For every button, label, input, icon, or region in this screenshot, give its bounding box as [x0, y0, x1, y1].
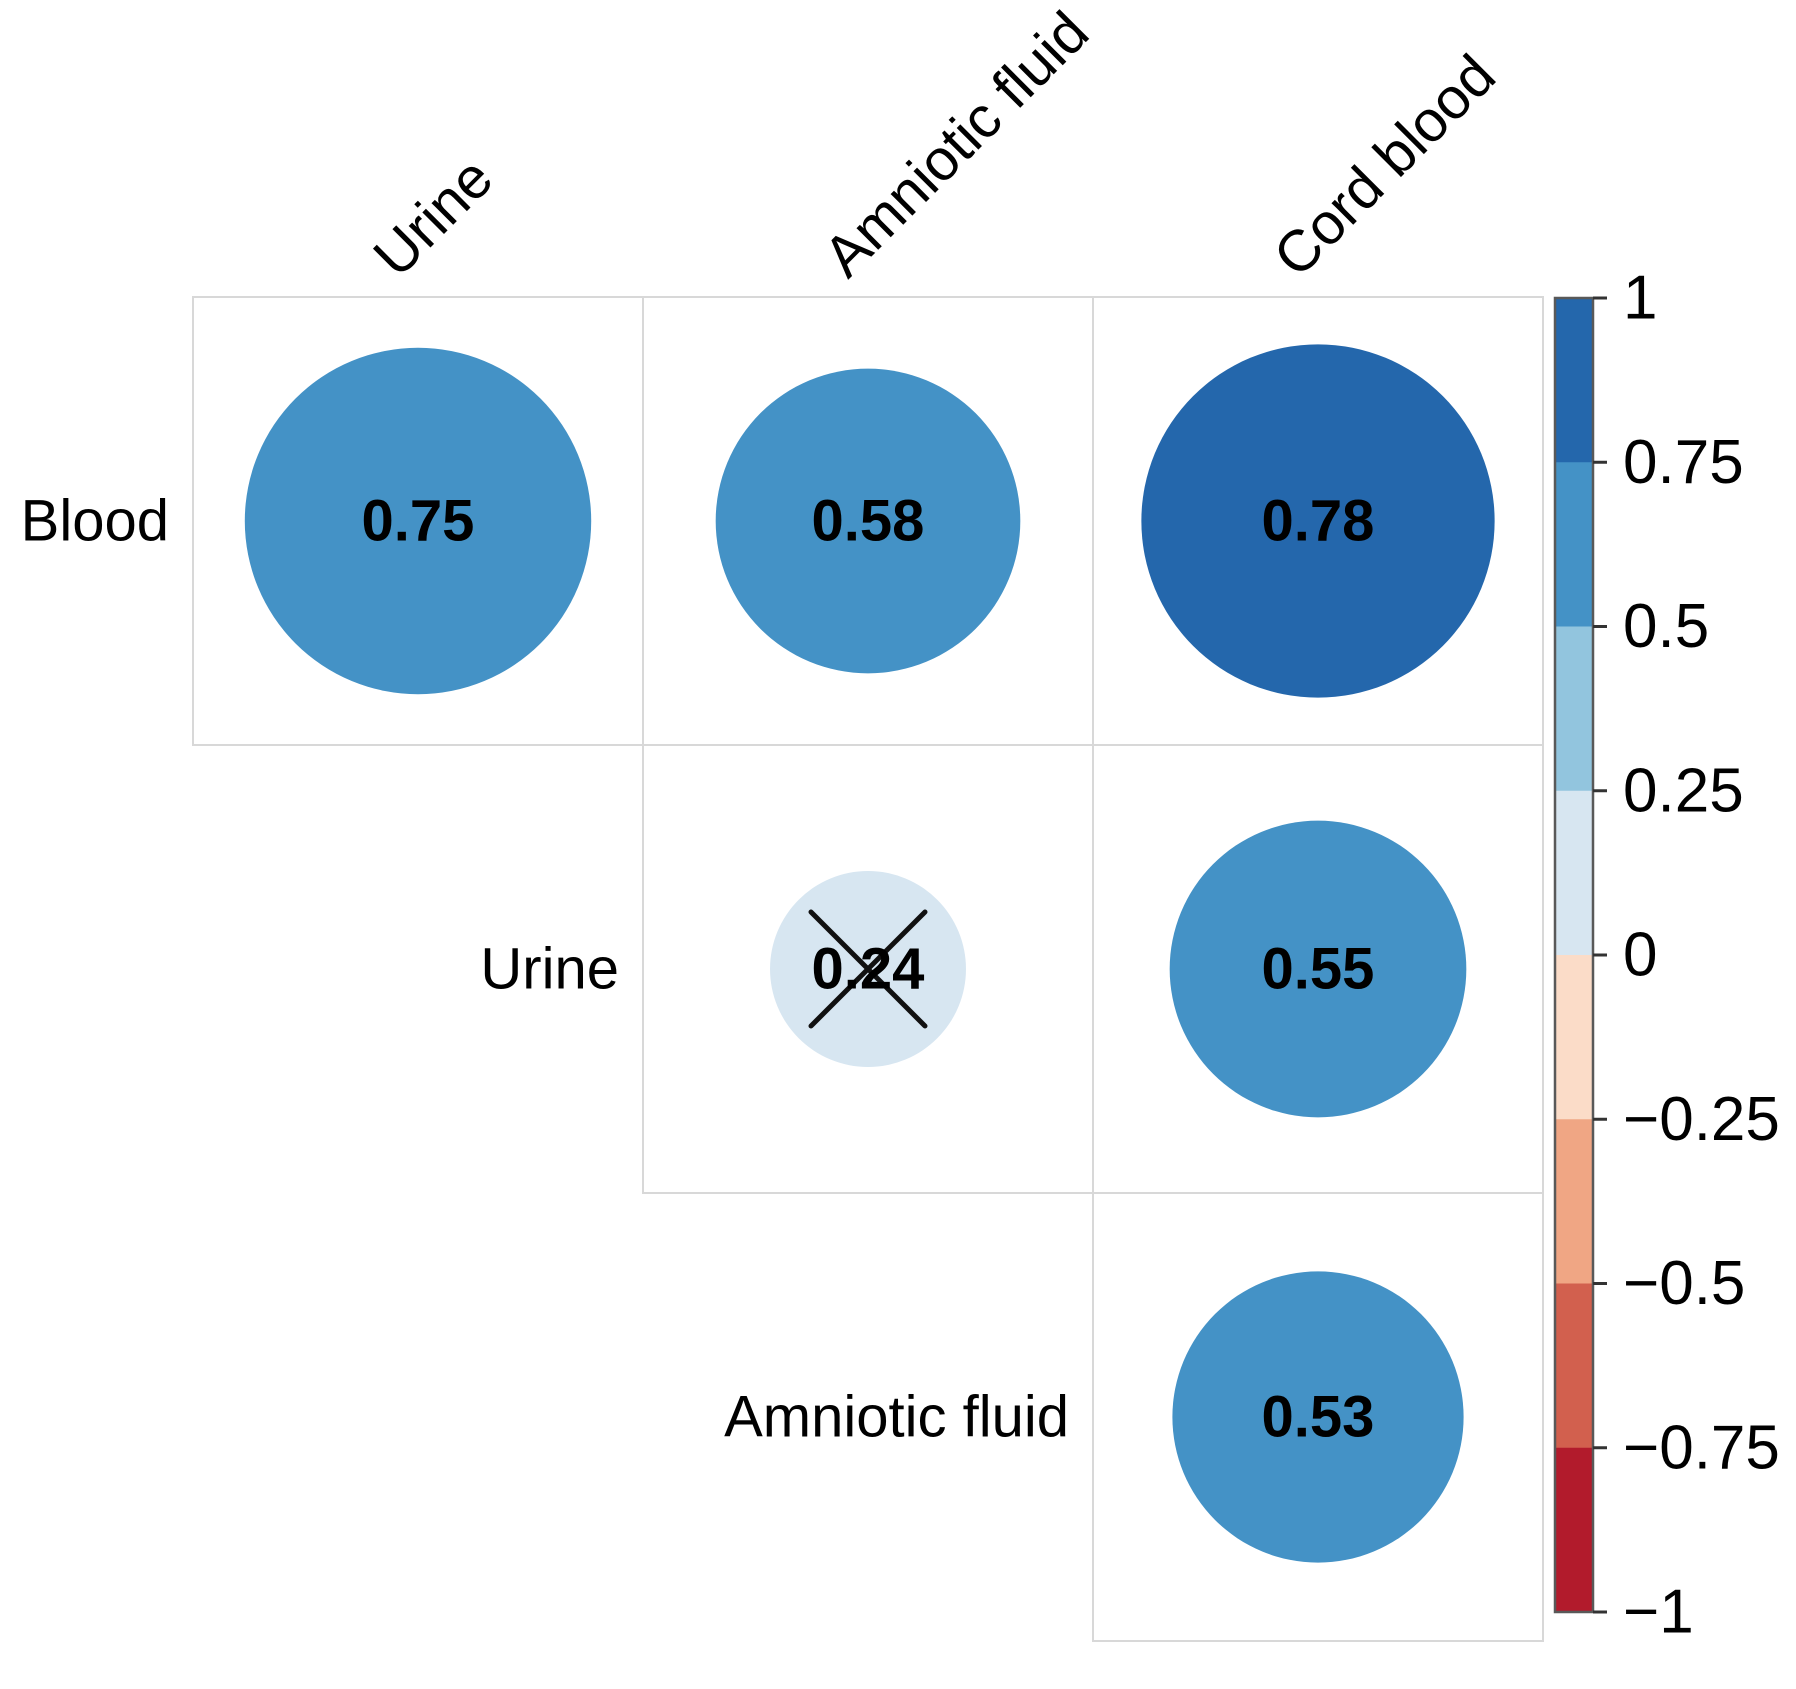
correlation-value-blood-cord-blood: 0.78	[1262, 489, 1375, 554]
colorbar-segment-7	[1555, 1447, 1593, 1613]
correlation-circle-blood-cord-blood	[1141, 344, 1495, 698]
correlation-value-urine-cord-blood: 0.55	[1262, 937, 1375, 1002]
correlation-value-amniotic-fluid-cord-blood: 0.53	[1262, 1385, 1375, 1450]
correlation-circle-blood-amniotic-fluid	[715, 368, 1021, 674]
colorbar-tick-label-0: 1	[1623, 264, 1657, 333]
colorbar-segment-1	[1555, 462, 1593, 628]
colorbar-segment-2	[1555, 626, 1593, 792]
col-label-urine: Urine	[361, 145, 505, 289]
colorbar-segment-6	[1555, 1283, 1593, 1449]
correlation-value-blood-amniotic-fluid: 0.58	[812, 489, 925, 554]
colorbar-tick-label-2: 0.5	[1623, 592, 1709, 661]
correlation-circle-amniotic-fluid-cord-blood	[1172, 1271, 1464, 1563]
cross-icon	[808, 909, 928, 1029]
colorbar-tick-label-7: −0.75	[1623, 1413, 1780, 1482]
colorbar-segment-0	[1555, 298, 1593, 464]
row-label-blood: Blood	[21, 489, 169, 554]
correlation-circle-urine-cord-blood	[1169, 820, 1467, 1118]
colorbar-segment-3	[1555, 790, 1593, 956]
correlation-value-blood-urine: 0.75	[362, 489, 475, 554]
colorbar-segment-4	[1555, 955, 1593, 1121]
colorbar-tick-label-6: −0.5	[1623, 1249, 1745, 1318]
colorbar-tick-label-3: 0.25	[1623, 756, 1744, 825]
colorbar-tick-label-1: 0.75	[1623, 428, 1744, 497]
correlation-value-urine-amniotic-fluid: 0.24	[812, 937, 925, 1002]
col-label-amniotic-fluid: Amniotic fluid	[811, 0, 1101, 289]
correlation-grid-cell-amniotic-fluid-cord-blood	[1092, 1192, 1544, 1642]
colorbar-tick-label-4: 0	[1623, 921, 1657, 990]
row-label-amniotic-fluid: Amniotic fluid	[724, 1385, 1069, 1450]
colorbar-tick-label-5: −0.25	[1623, 1085, 1780, 1154]
colorbar-segment-5	[1555, 1119, 1593, 1285]
correlation-circle-blood-urine	[244, 347, 592, 695]
row-label-urine: Urine	[480, 937, 619, 1002]
col-label-cord-blood: Cord blood	[1261, 43, 1508, 290]
colorbar-tick-label-8: −1	[1623, 1578, 1694, 1647]
